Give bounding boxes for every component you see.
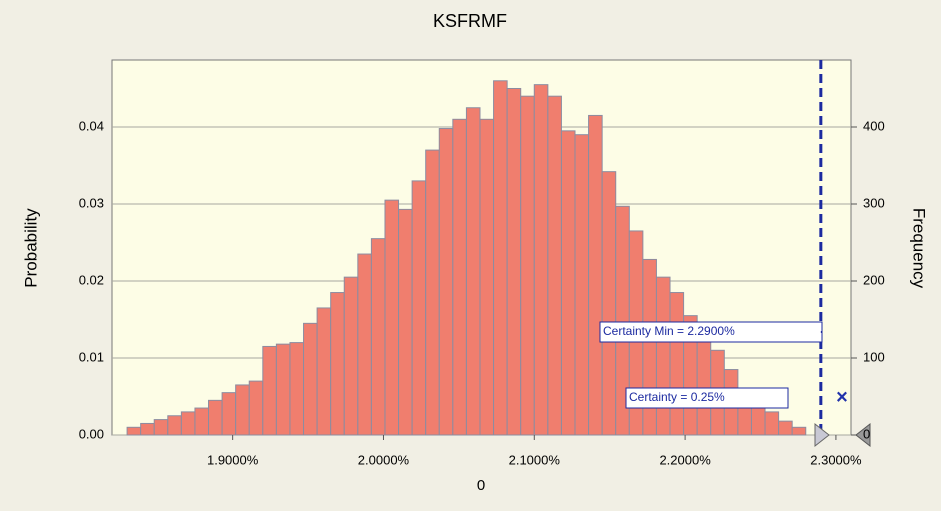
bar — [343, 276, 359, 436]
bar — [493, 80, 508, 436]
y-tick-label: 0.00 — [79, 426, 104, 441]
certainty-marker: × — [836, 386, 848, 408]
y2-tick-label: 400 — [863, 118, 885, 133]
bar — [208, 399, 223, 436]
bar — [411, 180, 427, 436]
bar — [601, 171, 617, 436]
bar — [235, 384, 250, 436]
bar — [669, 292, 685, 436]
bar — [520, 95, 535, 436]
bar — [560, 130, 576, 436]
bar — [303, 322, 318, 436]
bar — [574, 134, 590, 436]
bar — [221, 392, 237, 436]
annotation-box — [625, 387, 789, 409]
x-tick-label: 2.2000% — [659, 452, 711, 467]
bar — [465, 107, 481, 436]
slider-right[interactable] — [855, 422, 871, 448]
annotation: Certainty = 0.25% — [629, 390, 725, 404]
bar — [167, 415, 182, 436]
y2-tick-label: 200 — [863, 272, 885, 287]
y-tick-label: 0.04 — [79, 118, 104, 133]
bar — [764, 411, 780, 436]
x-tick-label: 2.3000% — [810, 452, 862, 467]
bar — [384, 199, 400, 436]
bar — [398, 208, 413, 436]
bar — [696, 334, 712, 436]
x-axis-label: 0 — [477, 477, 485, 494]
bar — [452, 118, 467, 436]
bar — [791, 426, 807, 436]
y2-tick-label: 0 — [863, 426, 870, 441]
chart-title: KSFRMF — [433, 11, 507, 31]
bar — [506, 87, 522, 436]
y2-axis-label: Frequency — [910, 208, 929, 289]
bar — [153, 419, 169, 436]
bar — [248, 380, 264, 436]
bar — [180, 411, 196, 436]
y2-tick-label: 100 — [863, 349, 885, 364]
bar — [194, 407, 210, 436]
bar — [330, 292, 345, 436]
bar — [588, 114, 603, 436]
slider-left[interactable] — [814, 422, 830, 448]
x-tick-label: 2.0000% — [358, 452, 410, 467]
bar — [126, 426, 142, 436]
bar — [642, 258, 657, 436]
y-axis-label: Probability — [21, 208, 40, 288]
y-tick-label: 0.03 — [79, 195, 104, 210]
annotation: Certainty Min = 2.2900% — [603, 324, 735, 338]
bar — [438, 128, 454, 436]
bar — [140, 422, 155, 436]
bar — [357, 253, 372, 436]
bar — [316, 307, 332, 436]
bar — [275, 343, 291, 436]
bar — [547, 95, 562, 436]
bar — [655, 276, 671, 436]
bar — [370, 238, 386, 436]
bar — [533, 84, 549, 436]
y2-tick-label: 300 — [863, 195, 885, 210]
bar — [289, 342, 305, 436]
y-tick-label: 0.01 — [79, 349, 104, 364]
x-tick-label: 1.9000% — [207, 452, 259, 467]
bar — [778, 420, 793, 436]
bar — [479, 118, 495, 436]
bar — [425, 149, 440, 436]
x-tick-label: 2.1000% — [509, 452, 561, 467]
bar — [262, 345, 277, 436]
y-tick-label: 0.02 — [79, 272, 104, 287]
